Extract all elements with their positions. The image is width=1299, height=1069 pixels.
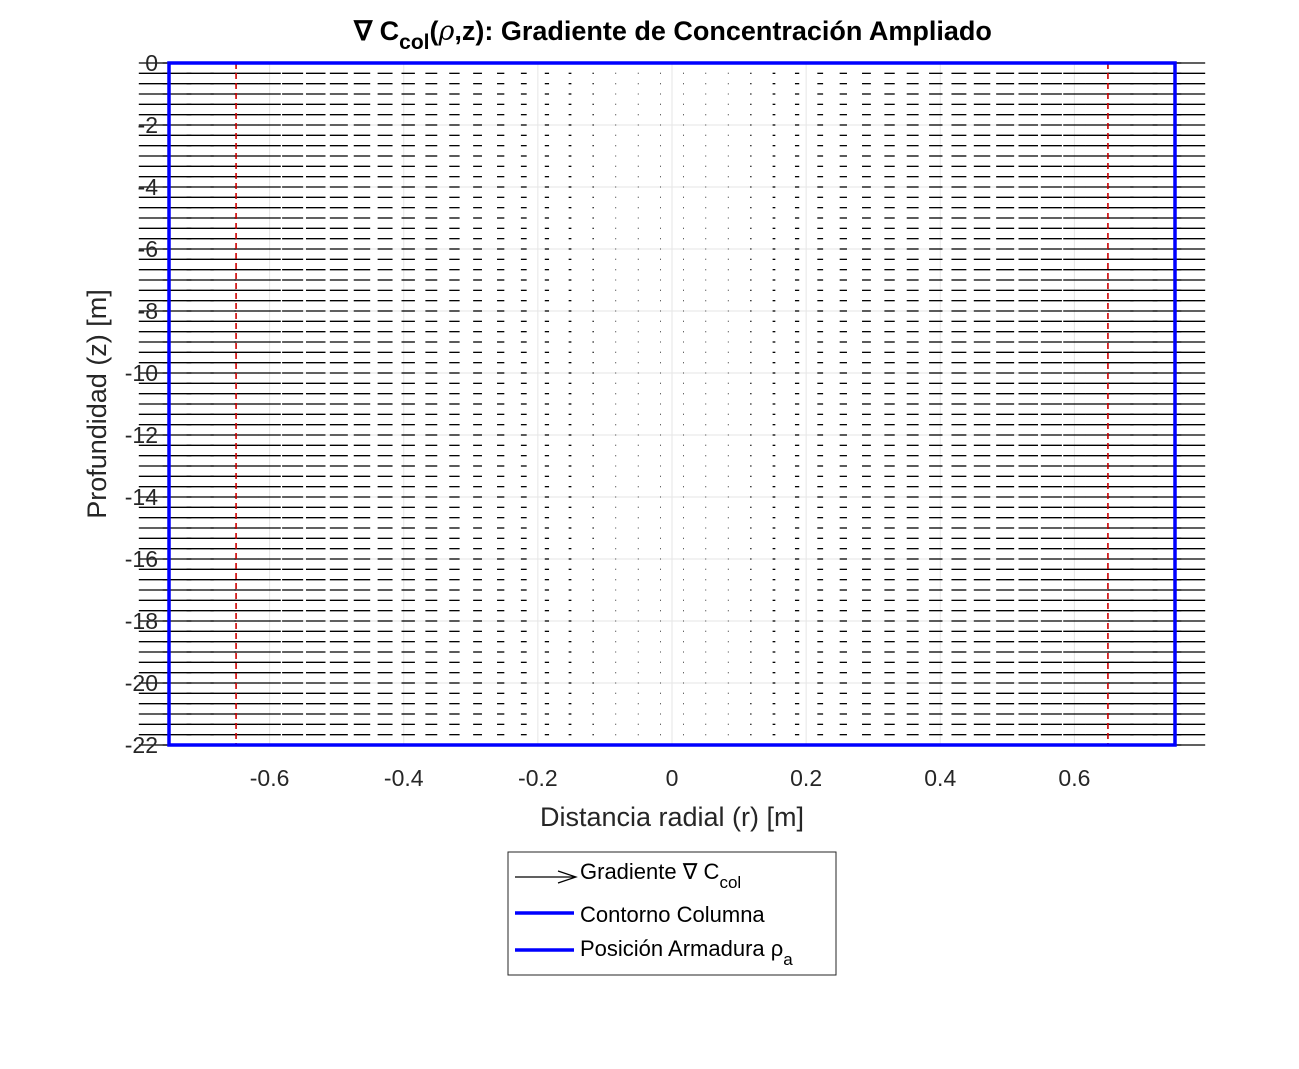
column-contour	[167, 61, 1177, 747]
y-tick-label: -16	[125, 546, 158, 572]
x-tick-label: 0.6	[1058, 765, 1090, 791]
x-tick-label: 0	[666, 765, 679, 791]
legend-gradient-sub: col	[719, 873, 741, 892]
title-subscript: col	[399, 31, 429, 54]
chart-title: ∇ Ccol(ρ,z): Gradiente de Concentración …	[353, 16, 992, 54]
x-tick-label: 0.2	[790, 765, 822, 791]
x-tick-label: -0.6	[250, 765, 290, 791]
x-axis-label: Distancia radial (r) [m]	[540, 802, 804, 832]
y-tick-label: -20	[125, 670, 158, 696]
y-tick-label: -2	[138, 112, 158, 138]
y-tick-label: -14	[125, 484, 158, 510]
y-tick-label: -10	[125, 360, 158, 386]
y-tick-label: -22	[125, 732, 158, 758]
legend-entry-armadura: Posición Armadura ρa	[580, 936, 793, 969]
y-tick-label: -18	[125, 608, 158, 634]
x-tick-label: -0.2	[518, 765, 558, 791]
title-rho: ρ	[437, 16, 454, 47]
y-tick-label: -6	[138, 236, 158, 262]
legend-arrow-head	[557, 870, 578, 884]
x-tick-label: 0.4	[924, 765, 956, 791]
x-tick-labels: -0.6 -0.4 -0.2 0 0.2 0.4 0.6	[250, 765, 1091, 791]
y-tick-label: -12	[125, 422, 158, 448]
title-prefix: ∇ C	[353, 16, 399, 46]
y-axis-label: Profundidad (z) [m]	[82, 289, 112, 519]
legend-gradient-label: Gradiente ∇ C	[580, 859, 720, 884]
y-tick-label: 0	[145, 50, 158, 76]
legend-entry-gradient: Gradiente ∇ Ccol	[580, 859, 741, 892]
y-tick-label: -8	[138, 298, 158, 324]
legend: Gradiente ∇ Ccol Contorno Columna Posici…	[507, 851, 837, 976]
legend-armadura-label: Posición Armadura ρ	[580, 936, 783, 961]
y-tick-label: -4	[138, 174, 159, 200]
title-suffix: ,z): Gradiente de Concentración Ampliado	[454, 16, 992, 46]
title-open-paren: (	[429, 16, 438, 46]
x-tick-label: -0.4	[384, 765, 424, 791]
legend-entry-contour: Contorno Columna	[580, 902, 765, 927]
y-tick-labels: 0 -2 -4 -6 -8 -10 -12 -14 -16 -18 -20 -22	[125, 50, 158, 758]
armadura-lines	[235, 63, 1109, 745]
legend-armadura-sub: a	[783, 950, 793, 969]
